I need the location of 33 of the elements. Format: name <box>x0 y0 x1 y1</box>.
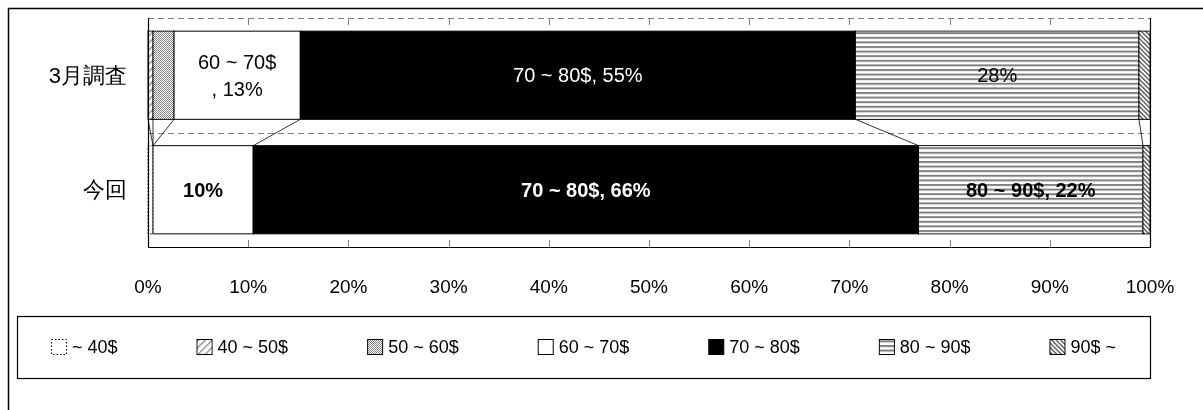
data-label: 70 ~ 80$, 66% <box>521 178 651 201</box>
data-label: 80 ~ 90$, 22% <box>966 178 1096 201</box>
data-label: 10% <box>183 178 224 201</box>
legend-label: 90$ ~ <box>1070 337 1116 357</box>
tick-label: 60% <box>730 275 769 297</box>
category-label: 3月調査 <box>48 62 127 88</box>
legend-item: 80 ~ 90$ <box>878 337 971 357</box>
legend-item: 70 ~ 80$ <box>708 337 800 357</box>
legend-item: ~ 40$ <box>51 337 118 357</box>
legend-item: 50 ~ 60$ <box>367 337 459 357</box>
legend-label: 60 ~ 70$ <box>558 337 630 357</box>
tick-label: 100% <box>1125 275 1175 297</box>
tick-label: 70% <box>830 275 869 297</box>
data-label: 60 ~ 70$, 13% <box>197 50 277 100</box>
legend-label: ~ 40$ <box>72 337 118 357</box>
tick-label: 90% <box>1030 275 1069 297</box>
tick-label: 80% <box>930 275 969 297</box>
tick-label: 30% <box>429 275 468 297</box>
legend-label: 40 ~ 50$ <box>217 337 289 357</box>
tick-label: 40% <box>529 275 568 297</box>
tick-label: 0% <box>134 275 162 297</box>
legend-label: 80 ~ 90$ <box>899 337 971 357</box>
tick-label: 50% <box>630 275 668 297</box>
legend-label: 50 ~ 60$ <box>388 337 459 357</box>
tick-label: 20% <box>329 275 368 297</box>
tick-label: 10% <box>229 275 268 297</box>
data-label: 28% <box>977 64 1018 87</box>
data-label: 70 ~ 80$, 55% <box>513 64 643 87</box>
legend-item: 60 ~ 70$ <box>537 337 630 357</box>
legend-item: 90$ ~ <box>1049 337 1116 357</box>
category-label: 今回 <box>83 177 127 203</box>
legend-label: 70 ~ 80$ <box>729 337 800 357</box>
legend-item: 40 ~ 50$ <box>196 337 289 357</box>
